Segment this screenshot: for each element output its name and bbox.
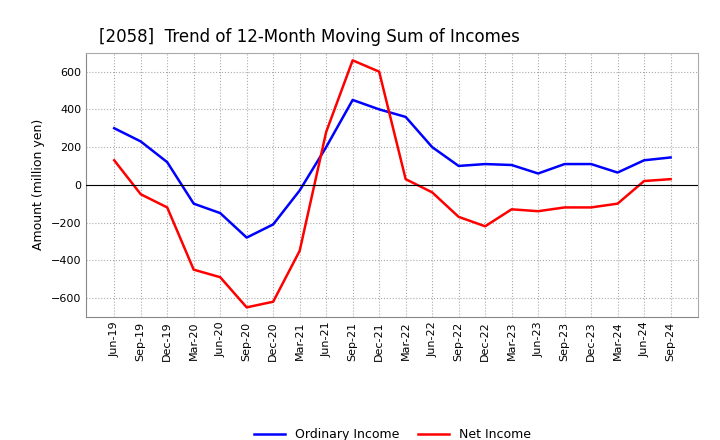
Net Income [322, 129, 330, 135]
Net Income [375, 69, 384, 74]
Ordinary Income [481, 161, 490, 167]
Ordinary Income [560, 161, 569, 167]
Net Income [295, 248, 304, 253]
Net Income [269, 299, 277, 304]
Net Income [348, 58, 357, 63]
Ordinary Income [508, 162, 516, 168]
Line: Net Income: Net Income [114, 60, 670, 308]
Ordinary Income [587, 161, 595, 167]
Ordinary Income [428, 144, 436, 150]
Legend: Ordinary Income, Net Income: Ordinary Income, Net Income [248, 423, 536, 440]
Ordinary Income [269, 222, 277, 227]
Ordinary Income [534, 171, 542, 176]
Ordinary Income [613, 170, 622, 175]
Ordinary Income [295, 188, 304, 193]
Y-axis label: Amount (million yen): Amount (million yen) [32, 119, 45, 250]
Net Income [454, 214, 463, 220]
Net Income [666, 176, 675, 182]
Net Income [534, 209, 542, 214]
Net Income [613, 201, 622, 206]
Ordinary Income [243, 235, 251, 240]
Ordinary Income [136, 139, 145, 144]
Ordinary Income [666, 155, 675, 160]
Net Income [189, 267, 198, 272]
Ordinary Income [348, 97, 357, 103]
Net Income [163, 205, 171, 210]
Line: Ordinary Income: Ordinary Income [114, 100, 670, 238]
Ordinary Income [163, 160, 171, 165]
Ordinary Income [454, 163, 463, 169]
Net Income [481, 224, 490, 229]
Net Income [560, 205, 569, 210]
Ordinary Income [322, 144, 330, 150]
Ordinary Income [401, 114, 410, 120]
Net Income [110, 158, 119, 163]
Ordinary Income [640, 158, 649, 163]
Net Income [428, 190, 436, 195]
Net Income [136, 191, 145, 197]
Ordinary Income [189, 201, 198, 206]
Net Income [401, 176, 410, 182]
Net Income [216, 275, 225, 280]
Ordinary Income [110, 125, 119, 131]
Net Income [640, 178, 649, 183]
Ordinary Income [216, 210, 225, 216]
Net Income [243, 305, 251, 310]
Text: [2058]  Trend of 12-Month Moving Sum of Incomes: [2058] Trend of 12-Month Moving Sum of I… [99, 28, 520, 46]
Net Income [587, 205, 595, 210]
Net Income [508, 207, 516, 212]
Ordinary Income [375, 107, 384, 112]
